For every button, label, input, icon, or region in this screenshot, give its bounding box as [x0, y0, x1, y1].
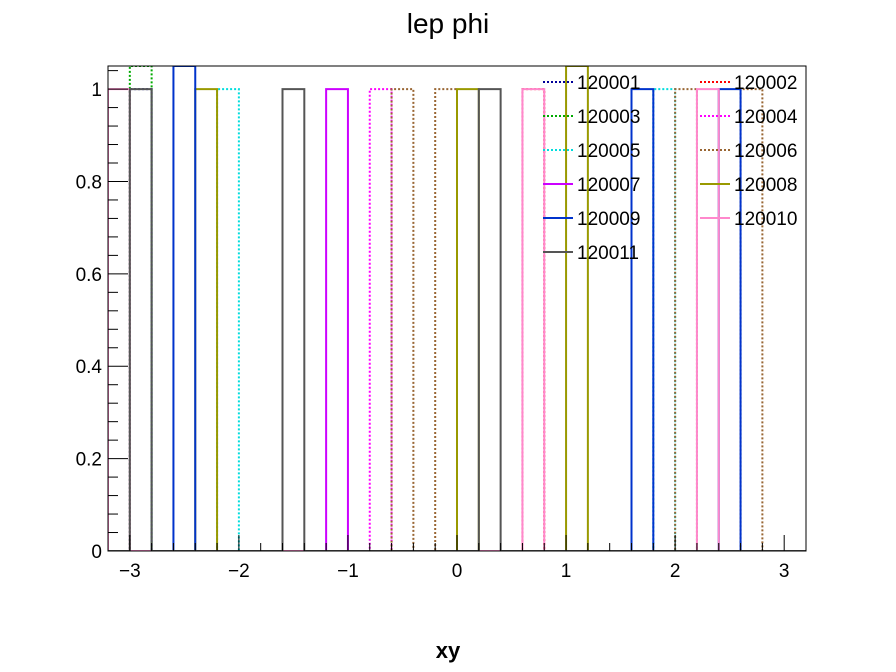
legend-label: 120005 — [577, 141, 640, 162]
bin-120003-0 — [130, 66, 152, 551]
series-120007 — [108, 88, 806, 551]
legend-entry-120007: 120007 — [543, 175, 640, 196]
bin-120008-2 — [566, 66, 588, 551]
bin-120011-1 — [283, 89, 305, 551]
bin-120007-0 — [326, 89, 348, 551]
series-120011 — [108, 88, 806, 551]
bin-120004-0 — [370, 89, 392, 551]
x-tick-label: −3 — [119, 561, 141, 582]
axis-layer: −3 −2 −1 0 1 2 3 0 0.2 0.4 0.6 0.8 1 — [76, 70, 807, 582]
y-tick-label: 0.4 — [76, 357, 103, 378]
legend-entry-120002: 120002 — [700, 73, 797, 94]
bin-120011-0 — [130, 89, 152, 551]
legend-label: 120006 — [734, 141, 797, 162]
legend-label: 120001 — [577, 73, 640, 94]
legend-label: 120011 — [577, 243, 639, 264]
bin-120008-0 — [195, 89, 217, 551]
bin-120001-0 — [130, 89, 152, 551]
bin-120010-1 — [522, 89, 544, 551]
bin-120006-2 — [675, 89, 697, 551]
legend-entry-120001: 120001 — [543, 73, 640, 94]
series-120006 — [108, 88, 806, 551]
x-tick-label: −1 — [337, 561, 359, 582]
bin-120010-0 — [108, 89, 130, 551]
y-tick-label: 0.6 — [76, 265, 102, 286]
x-axis-label: xy — [436, 638, 461, 663]
bin-120005-1 — [653, 89, 675, 551]
x-tick-label: 1 — [561, 561, 572, 582]
legend-label: 120007 — [577, 175, 640, 196]
legend-entry-120005: 120005 — [543, 141, 640, 162]
legend-label: 120003 — [577, 107, 640, 128]
bin-120008-1 — [457, 89, 479, 551]
legend-entry-120006: 120006 — [700, 141, 797, 162]
y-tick-label: 1 — [91, 80, 102, 101]
legend-entry-120009: 120009 — [543, 209, 640, 230]
series-120009 — [108, 66, 806, 551]
series-line-120006 — [108, 88, 806, 551]
legend: 120001 120002 120003 120004 120005 120006 1200… — [543, 73, 798, 264]
legend-label: 120009 — [577, 209, 640, 230]
legend-entry-120011: 120011 — [543, 243, 639, 264]
x-tick-label: 0 — [452, 561, 463, 582]
series-line-120011 — [108, 88, 806, 551]
bin-120005-0 — [217, 89, 239, 551]
x-tick-label: 2 — [670, 561, 681, 582]
series-layer — [108, 66, 806, 551]
legend-label: 120010 — [734, 209, 797, 230]
bin-120006-0 — [392, 89, 414, 551]
bin-120006-1 — [435, 89, 457, 551]
x-tick-label: −2 — [228, 561, 250, 582]
series-line-120007 — [108, 88, 806, 551]
legend-label: 120004 — [734, 107, 798, 128]
y-tick-label: 0 — [91, 542, 102, 563]
bin-120011-2 — [479, 89, 501, 551]
legend-label: 120002 — [734, 73, 797, 94]
y-tick-label: 0.2 — [76, 450, 102, 471]
legend-label: 120008 — [734, 175, 797, 196]
chart-title: lep phi — [407, 8, 490, 39]
legend-entry-120003: 120003 — [543, 107, 640, 128]
bin-120010-2 — [697, 89, 719, 551]
x-tick-label: 3 — [779, 561, 790, 582]
legend-entry-120008: 120008 — [700, 175, 797, 196]
legend-entry-120010: 120010 — [700, 209, 797, 230]
series-line-120009 — [108, 66, 806, 551]
legend-entry-120004: 120004 — [700, 107, 798, 128]
series-line-120008 — [108, 66, 806, 551]
bin-120009-0 — [173, 66, 195, 551]
y-tick-label: 0.8 — [76, 172, 102, 193]
series-120008 — [108, 66, 806, 551]
bin-120002-0 — [522, 89, 544, 551]
